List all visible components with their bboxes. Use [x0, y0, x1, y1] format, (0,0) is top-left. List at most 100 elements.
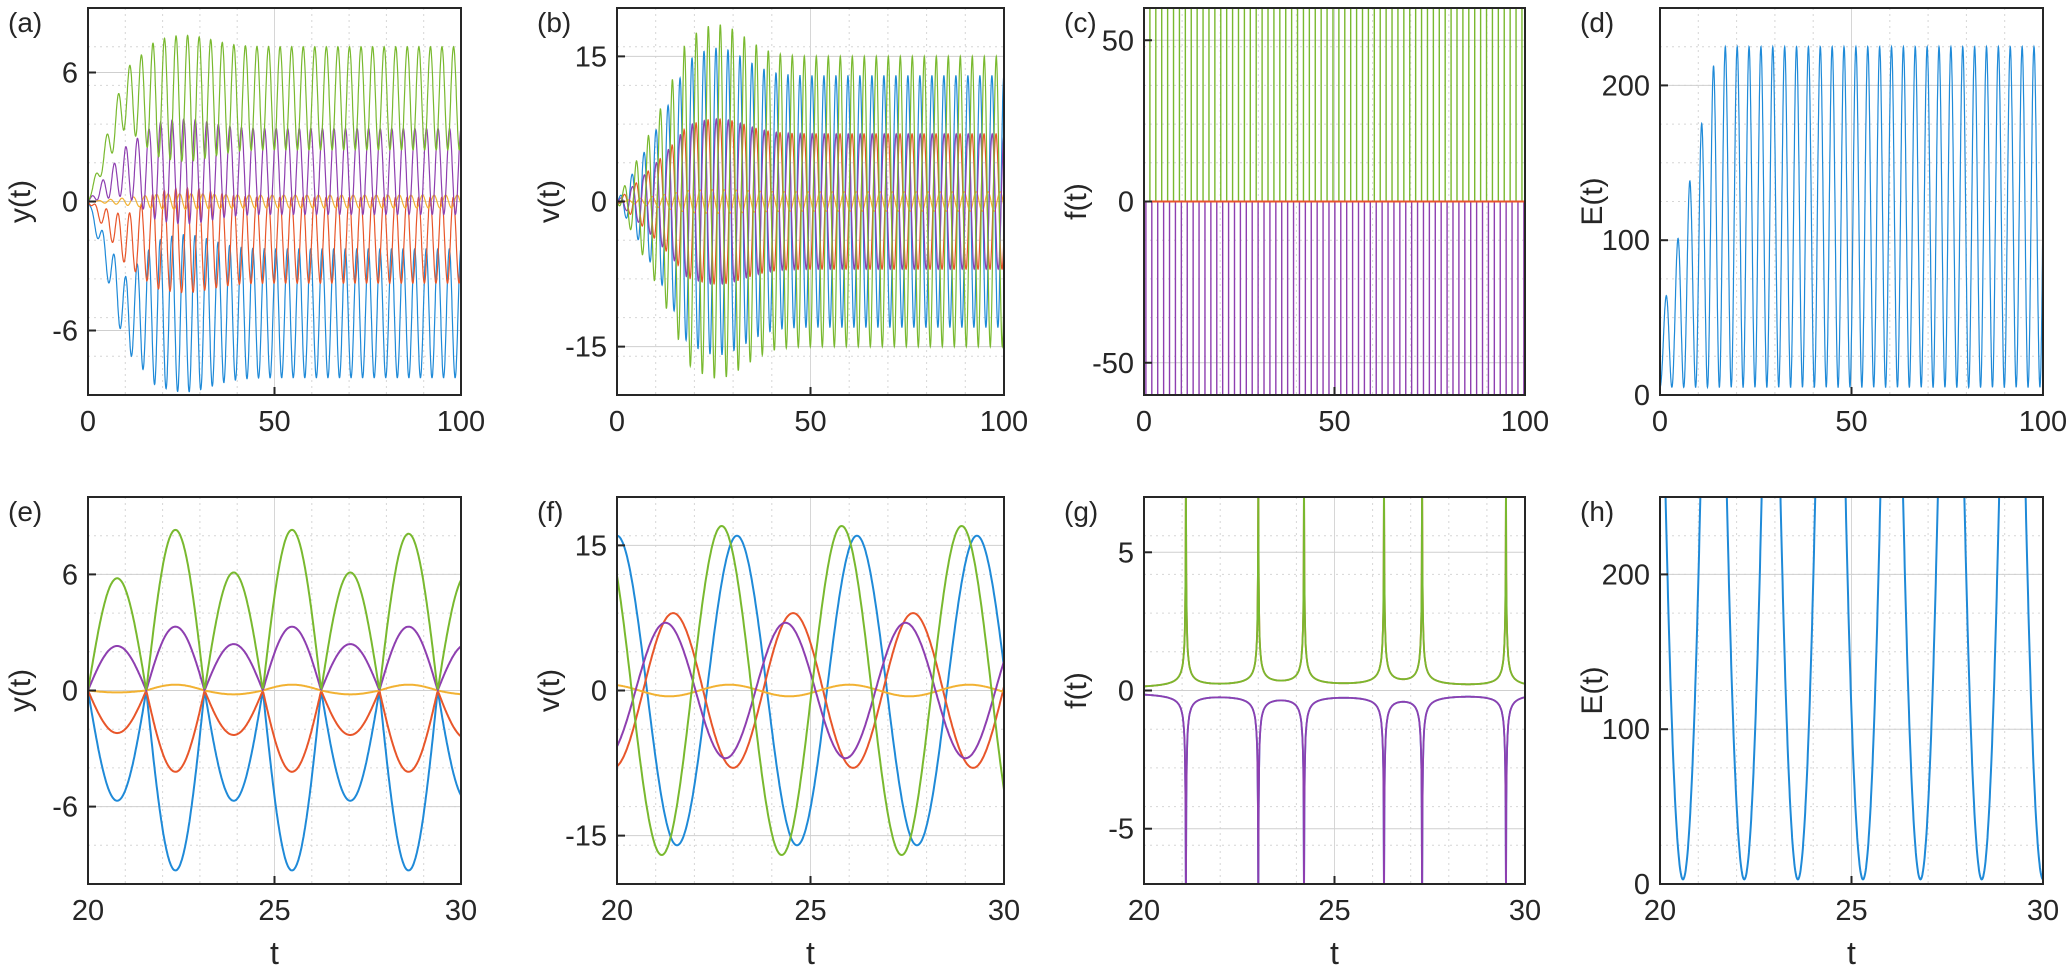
series-mode-5 [617, 524, 1004, 857]
x-tick-label: 0 [80, 406, 96, 438]
x-tick-label: 50 [1318, 406, 1350, 438]
series-mode-4 [88, 625, 461, 694]
x-tick-label: 20 [1644, 895, 1676, 927]
plot-area [1660, 44, 2043, 390]
series-mode-5 [617, 24, 1004, 379]
series-mode-2 [88, 687, 461, 773]
panel-f: 20 25 30 15 0 -15 (f) v(t) t [533, 496, 1020, 971]
x-tick-label: 25 [794, 895, 826, 927]
x-tick-label: 100 [980, 406, 1028, 438]
panel-a: 0 50 100 6 0 -6 (a) y(t) [4, 7, 485, 438]
plot-area [617, 24, 1004, 379]
plot-area [88, 528, 461, 872]
x-tick-label: 50 [258, 406, 290, 438]
y-tick-label: 5 [1118, 537, 1134, 569]
y-axis-label: E(t) [1576, 666, 1609, 714]
y-tick-label: 0 [591, 187, 607, 219]
series-mode-1 [617, 534, 1004, 847]
x-tick-label: 100 [437, 406, 485, 438]
plot-area [88, 34, 461, 393]
x-tick-label: 20 [1128, 895, 1160, 927]
y-tick-label: 15 [575, 41, 607, 73]
y-tick-label: 6 [62, 58, 78, 90]
y-axis-label: v(t) [533, 669, 566, 712]
series-energy [1660, 44, 2043, 390]
y-axis-label: v(t) [533, 180, 566, 223]
series-mode-4 [617, 621, 1004, 760]
y-tick-label: 0 [1118, 676, 1134, 708]
x-tick-label: 50 [794, 406, 826, 438]
y-tick-label: -15 [565, 332, 607, 364]
y-tick-label: 0 [1634, 380, 1650, 412]
y-tick-label: 0 [1118, 187, 1134, 219]
grid [1144, 497, 1525, 884]
x-tick-label: 25 [1835, 895, 1867, 927]
y-tick-label: 0 [62, 187, 78, 219]
x-tick-label: 30 [1509, 895, 1541, 927]
y-tick-label: 0 [591, 676, 607, 708]
plot-area [1144, 497, 1525, 884]
y-tick-label: -6 [52, 792, 78, 824]
series-mode-4 [88, 118, 461, 225]
spikes-positive [1144, 8, 1523, 202]
x-tick-label: 0 [609, 406, 625, 438]
x-tick-label: 20 [72, 895, 104, 927]
y-tick-label: 200 [1602, 559, 1650, 591]
x-tick-label: 100 [2019, 406, 2067, 438]
series-mode-1 [88, 688, 461, 872]
plot-area [1144, 8, 1525, 395]
spikes-negative [1145, 201, 1525, 395]
y-tick-label: -6 [52, 316, 78, 348]
y-tick-label: 6 [62, 559, 78, 591]
panel-g: 20 25 30 5 0 -5 (g) f(t) t [1060, 496, 1541, 971]
panel-label: (g) [1064, 496, 1098, 527]
plot-area [617, 524, 1004, 857]
panel-label: (b) [537, 7, 571, 38]
x-tick-label: 30 [988, 895, 1020, 927]
y-tick-label: -50 [1092, 348, 1134, 380]
x-axis-label: t [270, 935, 279, 971]
series-mode-5 [88, 34, 461, 202]
panel-d: 0 50 100 200 100 0 (d) E(t) [1576, 7, 2067, 438]
x-axis-label: t [1847, 935, 1856, 971]
y-axis-label: y(t) [4, 180, 37, 223]
y-tick-label: 100 [1602, 225, 1650, 257]
panel-label: (h) [1580, 496, 1614, 527]
x-tick-label: 0 [1652, 406, 1668, 438]
series-mode-1 [617, 47, 1004, 355]
y-axis-label: y(t) [4, 669, 37, 712]
x-tick-label: 50 [1835, 406, 1867, 438]
series-mode-5 [88, 528, 461, 691]
x-axis-label: t [1330, 935, 1339, 971]
x-tick-label: 100 [1501, 406, 1549, 438]
y-tick-label: 200 [1602, 70, 1650, 102]
plot-area [1664, 497, 2043, 881]
y-axis-label: E(t) [1576, 177, 1609, 225]
panel-e: 20 25 30 6 0 -6 (e) y(t) t [4, 496, 477, 971]
x-tick-label: 25 [258, 895, 290, 927]
y-tick-label: 0 [62, 676, 78, 708]
series-mode-2 [88, 186, 461, 294]
panel-label: (e) [8, 496, 42, 527]
y-tick-label: 50 [1102, 25, 1134, 57]
x-tick-label: 20 [601, 895, 633, 927]
panel-label: (c) [1064, 7, 1097, 38]
y-tick-label: -15 [565, 821, 607, 853]
x-tick-label: 30 [445, 895, 477, 927]
x-tick-label: 25 [1318, 895, 1350, 927]
panel-label: (a) [8, 7, 42, 38]
y-axis-label: f(t) [1060, 183, 1093, 220]
series-mode-2 [617, 612, 1004, 769]
y-tick-label: 15 [575, 530, 607, 562]
series-mode-1 [88, 201, 461, 393]
y-tick-label: -5 [1108, 814, 1134, 846]
panel-label: (d) [1580, 7, 1614, 38]
series-mode-3 [88, 683, 461, 696]
series-4 [1144, 497, 1525, 688]
series-energy [1664, 497, 2043, 881]
panel-label: (f) [537, 496, 563, 527]
grid [1660, 497, 2043, 885]
